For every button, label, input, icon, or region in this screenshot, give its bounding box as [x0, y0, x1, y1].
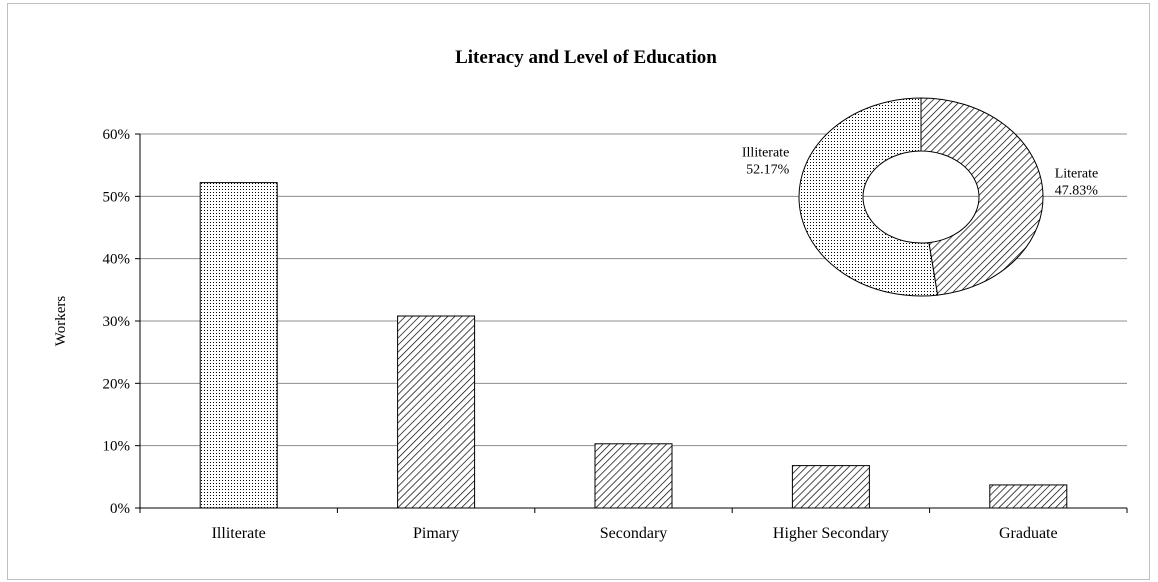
y-tick-label: 60% — [103, 127, 131, 143]
y-tick-label: 50% — [103, 189, 131, 205]
bar-plot: 0% 10% 20% 30% 40% 50% 60% Illiterate Pimary Seco… — [103, 127, 1128, 542]
donut-slice — [798, 97, 939, 297]
chart-frame — [7, 3, 1150, 580]
x-tick-label: Higher Secondary — [773, 525, 889, 542]
bar — [199, 182, 278, 509]
chart-title: Literacy and Level of Education — [455, 47, 717, 68]
x-tick-label: Secondary — [600, 525, 668, 542]
bar — [791, 465, 870, 509]
x-tick-label: Graduate — [999, 525, 1058, 542]
y-axis-label: Workers — [53, 296, 69, 347]
donut-data-label-value: 52.17% — [746, 162, 790, 177]
y-tick-label: 30% — [103, 314, 131, 330]
x-tick-label: Pimary — [413, 525, 459, 542]
bar — [397, 315, 476, 509]
bar — [989, 484, 1068, 509]
donut-data-label-value: 47.83% — [1055, 184, 1099, 199]
donut-slice — [920, 97, 1044, 296]
y-tick-label: 40% — [103, 252, 131, 268]
donut-chart: Literate 47.83% Illiterate 52.17% — [742, 97, 1099, 297]
bar — [594, 443, 673, 509]
x-tick-label: Illiterate — [212, 525, 266, 542]
y-tick-label: 10% — [103, 439, 131, 455]
y-tick-label: 20% — [103, 376, 131, 392]
donut-data-label-name: Literate — [1055, 167, 1099, 182]
y-tick-label: 0% — [110, 501, 130, 517]
donut-data-label-name: Illiterate — [742, 145, 789, 160]
